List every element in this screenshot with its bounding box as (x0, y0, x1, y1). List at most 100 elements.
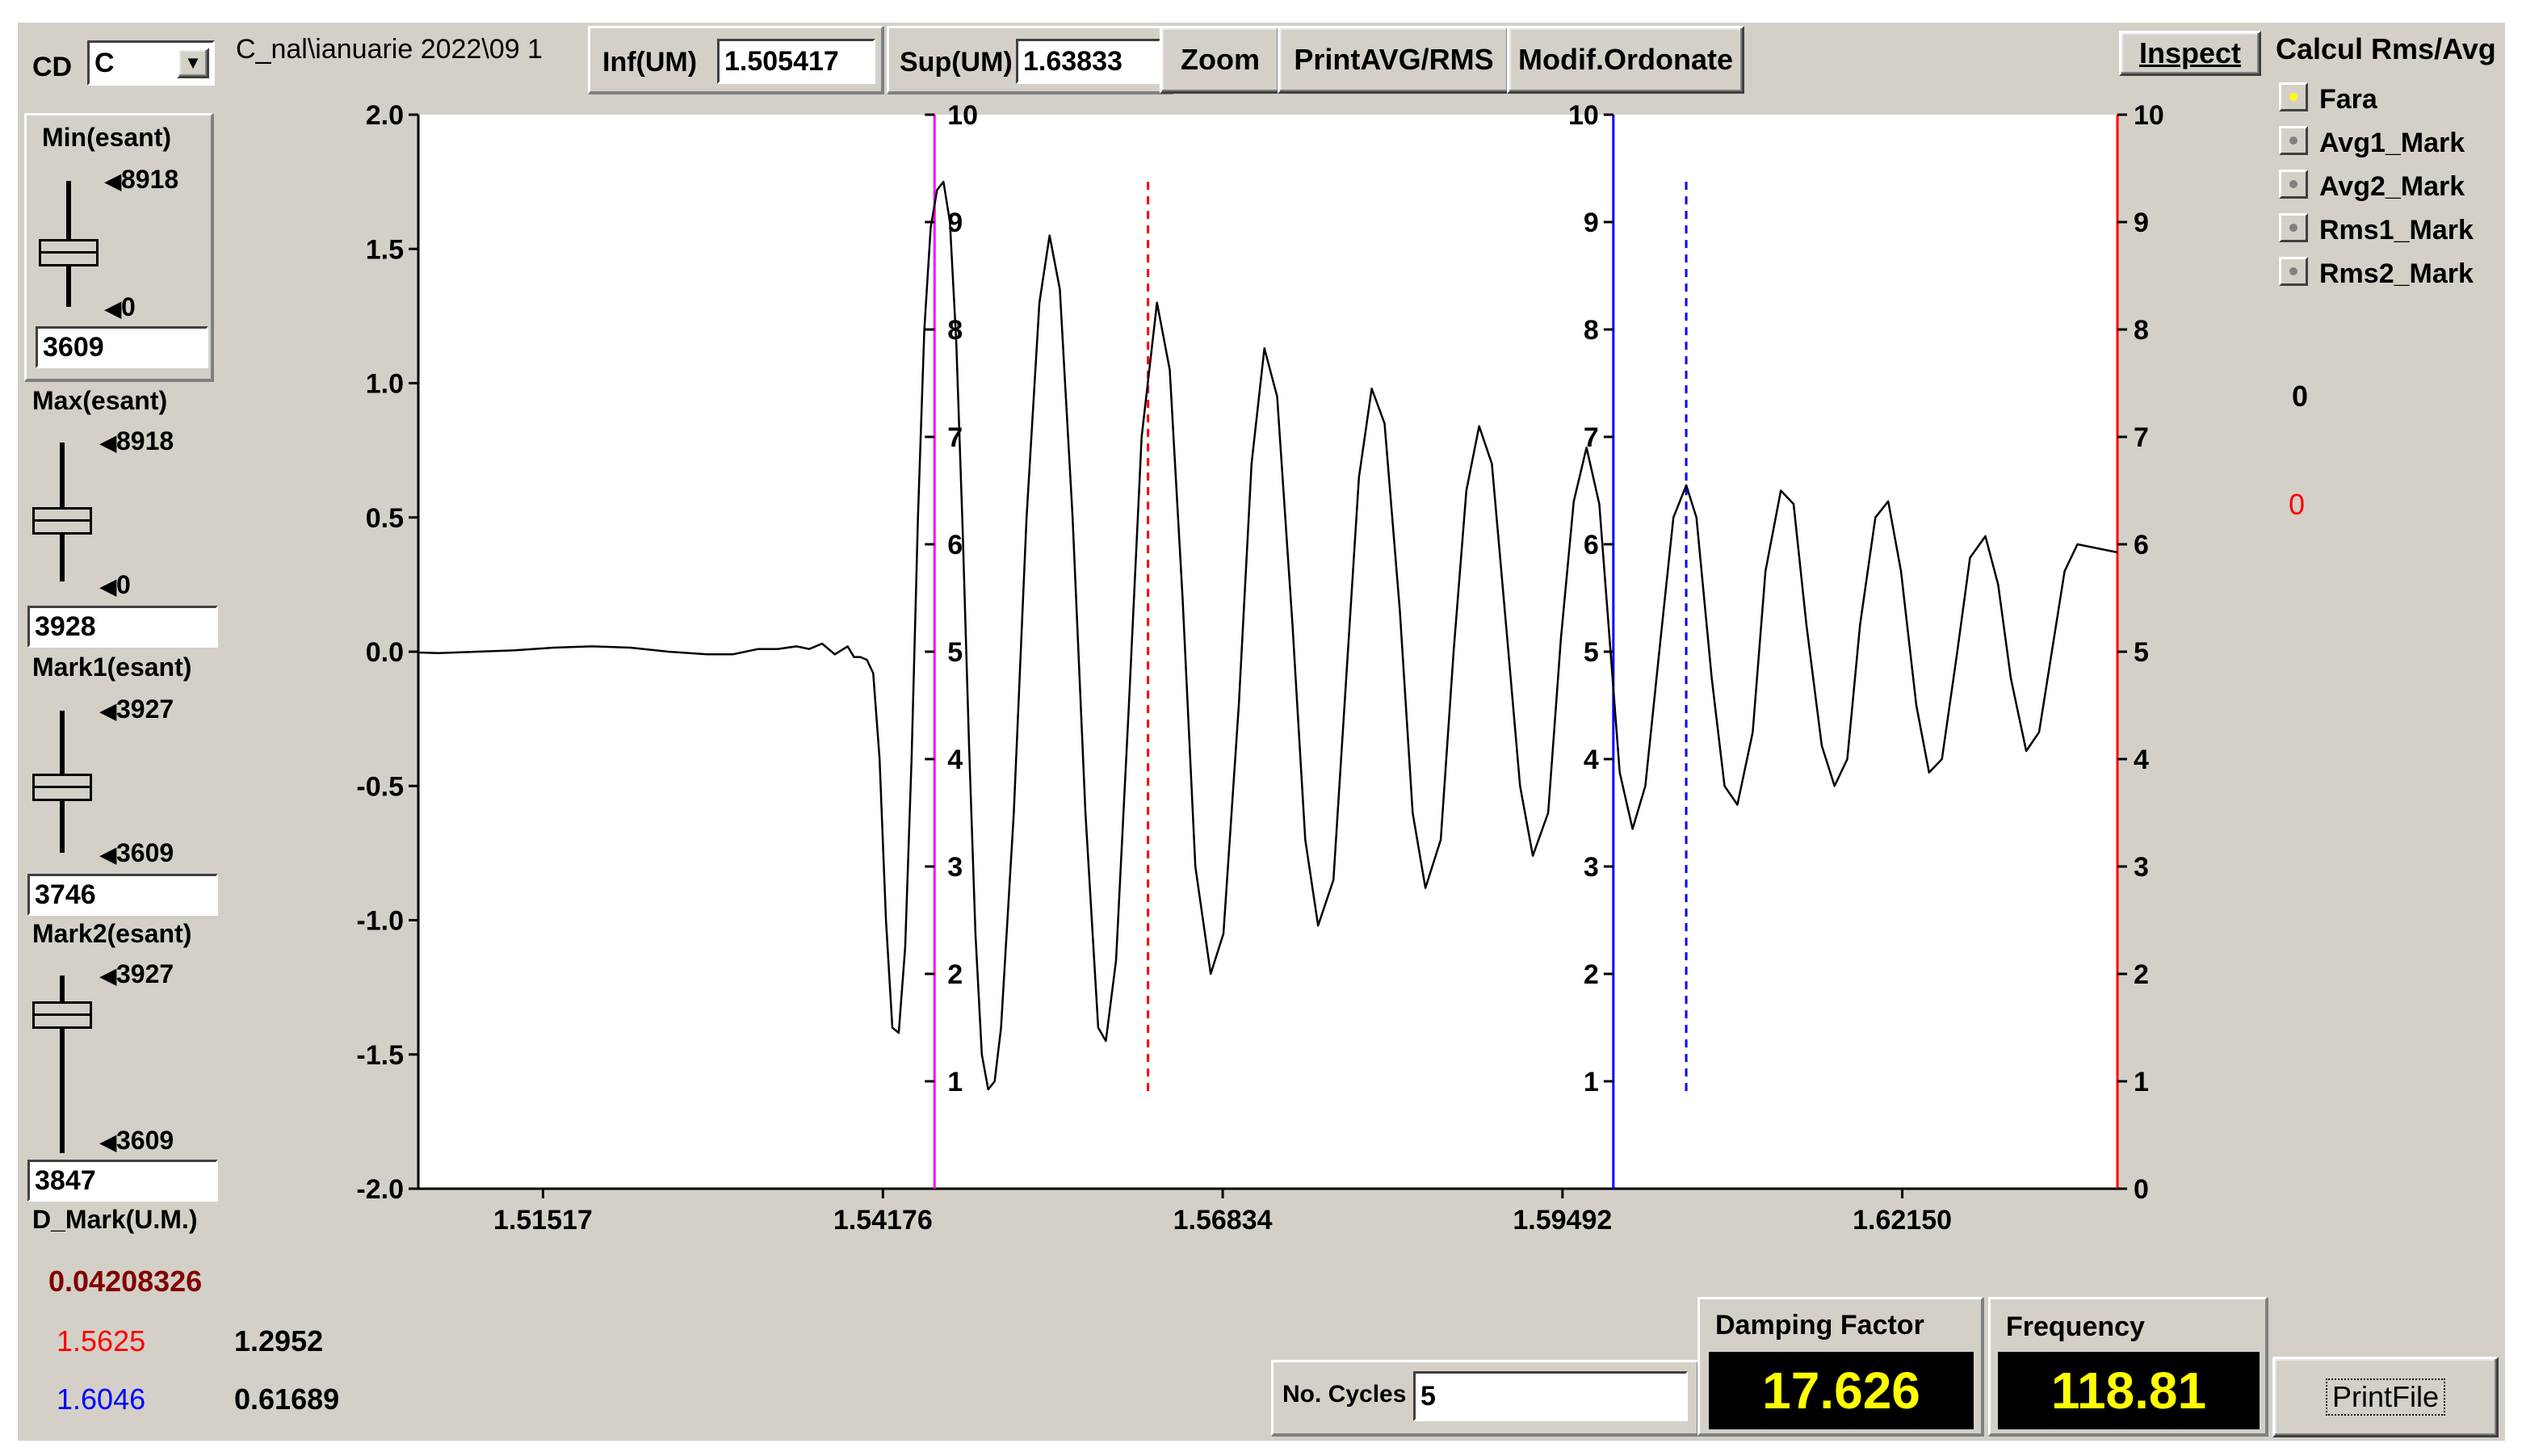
radio-avg1-mark[interactable] (2279, 126, 2308, 155)
mark1-value-input[interactable]: 3746 (27, 874, 218, 916)
min-max-tick: ◀8918 (105, 165, 179, 194)
radio-label: Avg1_Mark (2319, 128, 2465, 158)
print-avg-rms-button[interactable]: PrintAVG/RMS (1278, 26, 1510, 94)
min-label: Min(esant) (42, 123, 171, 152)
x-tick-label: 1.62150 (1853, 1205, 1952, 1236)
y-tick-label: 2.0 (366, 100, 404, 131)
plot-area (418, 115, 2117, 1189)
radio-label: Fara (2319, 84, 2377, 115)
zoom-button[interactable]: Zoom (1160, 26, 1281, 94)
right-axis-tick-label: 8 (2134, 315, 2149, 346)
cursor-blue-tick-label: 10 (1568, 100, 1599, 131)
max-slider-thumb[interactable] (32, 507, 92, 535)
printfile-button[interactable]: PrintFile (2272, 1357, 2499, 1437)
inf-input[interactable]: 1.505417 (717, 39, 875, 84)
mark2-slider-thumb[interactable] (32, 1001, 92, 1029)
right-axis-tick-label: 6 (2134, 530, 2149, 560)
signal-line (418, 180, 2118, 1091)
cycles-input[interactable]: 5 (1413, 1371, 1688, 1421)
cursor-magenta-tick-label: 1 (947, 1067, 963, 1097)
cursor-blue-tick-label: 3 (1584, 852, 1599, 883)
radio-fara[interactable] (2279, 82, 2308, 111)
y-tick-label: -0.5 (356, 771, 404, 802)
max-max-tick: ◀8918 (100, 426, 174, 455)
radio-dot (2289, 93, 2297, 101)
x-tick-label: 1.59492 (1513, 1205, 1612, 1236)
radio-avg2-mark[interactable] (2279, 170, 2308, 199)
y-tick-label: 1.5 (366, 234, 404, 265)
chevron-down-icon[interactable]: ▼ (177, 48, 209, 78)
radio-dot (2289, 180, 2297, 188)
inf-label: Inf(UM) (602, 47, 698, 78)
cd-label: CD (32, 52, 73, 82)
cd-dropdown-value: C (94, 47, 115, 78)
right-axis-tick-label: 7 (2134, 422, 2149, 453)
file-path-label: C_nal\ianuarie 2022\09 1 (236, 34, 543, 65)
cursor-blue-tick-label: 2 (1584, 959, 1599, 990)
mark2-value-input[interactable]: 3847 (27, 1160, 218, 1202)
cd-dropdown[interactable]: C ▼ (87, 40, 215, 86)
x-tick-label: 1.54176 (833, 1205, 933, 1236)
right-axis-tick-label: 4 (2134, 745, 2149, 775)
sup-label: Sup(UM) (900, 47, 1013, 78)
y-tick-label: 0.0 (366, 637, 404, 668)
waveform-chart[interactable]: 2.0 1.5 1.0 0.5 0.0 -0.5 -1.0 -1.5 -2.0 1.51517 1.… (18, 23, 2505, 1441)
cursor-blue-tick-label: 4 (1584, 745, 1599, 775)
app-window: CD C ▼ C_nal\ianuarie 2022\09 1 Inf(UM) … (18, 23, 2505, 1441)
right-axis-tick-label: 0 (2134, 1174, 2149, 1205)
printfile-label: PrintFile (2325, 1378, 2446, 1416)
damping-panel (1697, 1297, 1983, 1436)
min-value-input[interactable]: 3609 (36, 326, 208, 368)
min-slider-thumb[interactable] (39, 239, 99, 266)
radio-rms2-mark[interactable] (2279, 257, 2308, 286)
y-tick-label: -1.0 (356, 906, 404, 937)
radio-label: Avg2_Mark (2319, 171, 2465, 202)
cursor-blue-tick-label: 6 (1584, 530, 1599, 560)
modif-ordonate-button[interactable]: Modif.Ordonate (1507, 26, 1744, 94)
mark2-y-value: 0.61689 (234, 1383, 340, 1416)
calcul-rms-avg-title: Calcul Rms/Avg (2276, 32, 2496, 65)
frequency-label: Frequency (2006, 1311, 2145, 1342)
damping-value: 17.626 (1709, 1352, 1974, 1429)
mark1-y-value: 1.2952 (234, 1324, 324, 1357)
max-value-input[interactable]: 3928 (27, 606, 218, 648)
cursor-blue-tick-label: 5 (1584, 637, 1599, 668)
x-tick-label: 1.51517 (493, 1205, 593, 1236)
y-tick-label: -2.0 (356, 1174, 404, 1205)
mark2-max-tick: ◀3927 (100, 959, 174, 988)
rms-avg-value-red: 0 (2289, 488, 2306, 521)
y-tick-label: -1.5 (356, 1040, 404, 1071)
radio-dot (2289, 224, 2297, 232)
right-axis-tick-label: 1 (2134, 1067, 2149, 1097)
mark2-label: Mark2(esant) (32, 919, 192, 948)
mark1-max-tick: ◀3927 (100, 694, 174, 724)
mark1-min-tick: ◀3609 (100, 838, 174, 867)
mark1-slider-thumb[interactable] (32, 774, 92, 801)
radio-label: Rms1_Mark (2319, 215, 2474, 245)
y-tick-label: 1.0 (366, 369, 404, 400)
axes-layer: 2.0 1.5 1.0 0.5 0.0 -0.5 -1.0 -1.5 -2.0 1.51517 1.… (356, 100, 2117, 1236)
cursor-magenta-tick-label: 6 (947, 530, 963, 560)
rms-avg-value-black: 0 (2292, 380, 2309, 413)
cursor-magenta-tick-label: 2 (947, 959, 963, 990)
cursor-blue-tick-label: 9 (1584, 208, 1599, 238)
mark1-x-value: 1.5625 (57, 1324, 146, 1357)
right-axis-tick-label: 2 (2134, 959, 2149, 990)
radio-dot (2289, 136, 2297, 145)
cursor-magenta-tick-label: 4 (947, 745, 963, 775)
mark2-slider-track (60, 976, 65, 1153)
right-axis-tick-label: 3 (2134, 852, 2149, 883)
cursor-magenta-tick-label: 5 (947, 637, 963, 668)
radio-rms1-mark[interactable] (2279, 213, 2308, 242)
d-mark-label: D_Mark(U.M.) (32, 1205, 198, 1234)
mark1-label: Mark1(esant) (32, 652, 192, 682)
cursor-blue-tick-label: 1 (1584, 1067, 1599, 1097)
inspect-button[interactable]: Inspect (2119, 31, 2261, 76)
max-min-tick: ◀0 (100, 570, 131, 599)
signal-layer (418, 180, 2118, 1091)
right-axis-tick-label: 5 (2134, 637, 2149, 668)
mark2-min-tick: ◀3609 (100, 1126, 174, 1155)
frequency-panel (1988, 1297, 2268, 1436)
damping-label: Damping Factor (1715, 1310, 1924, 1341)
